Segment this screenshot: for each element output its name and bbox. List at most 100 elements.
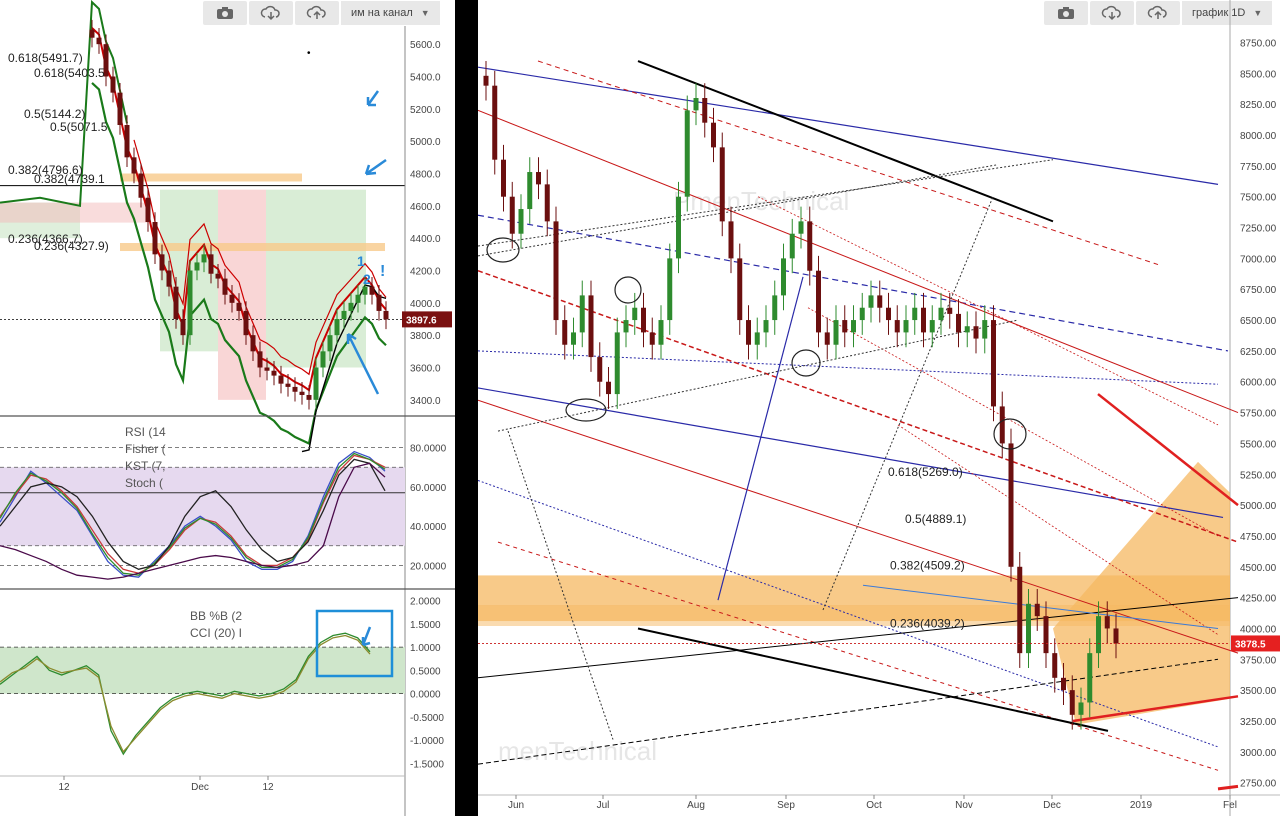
channel-line — [478, 66, 1219, 185]
y-tick-label: 5600.0 — [410, 40, 441, 51]
candle-body — [166, 270, 172, 287]
trend-line — [1072, 695, 1239, 723]
candle-body — [877, 295, 883, 308]
y-tick-label: 5750.00 — [1240, 409, 1277, 420]
channel-line — [478, 387, 1224, 519]
y-tick-label: 5400.0 — [410, 73, 441, 84]
oscillator-band — [0, 467, 405, 546]
y-tick-label: 8250.00 — [1240, 100, 1277, 111]
candle-body — [1034, 603, 1040, 617]
cloud-upload-button[interactable] — [295, 1, 339, 25]
candle-body — [929, 320, 935, 333]
trend-line — [478, 159, 1054, 247]
y-tick-label: 6000.00 — [1240, 378, 1277, 389]
candle-body — [999, 406, 1005, 444]
trend-line — [478, 109, 1239, 414]
candle-body — [306, 394, 312, 400]
candle-body — [483, 75, 489, 86]
candle-body — [719, 147, 725, 222]
candle-body — [222, 278, 228, 295]
candle-body — [763, 320, 769, 333]
candle-body — [173, 286, 179, 319]
candle-body — [341, 310, 347, 319]
x-tick-label: Jul — [597, 800, 610, 811]
candle-body — [194, 262, 200, 271]
candle-body — [711, 122, 716, 148]
price-badge-label: 3878.5 — [1235, 639, 1266, 650]
right-timeframe-select[interactable]: график 1D ▼ — [1182, 1, 1273, 25]
arrow-icon — [364, 158, 387, 176]
x-tick-label: Sep — [777, 800, 795, 811]
candle-body — [292, 386, 298, 392]
candle-body — [1104, 616, 1110, 629]
candle-body — [1017, 566, 1023, 654]
bb-label: CCI (20) I — [190, 626, 242, 640]
channel-line — [478, 214, 1229, 352]
y-tick-label: 5000.0 — [410, 137, 441, 148]
fib-label: 0.236(4366.7) — [8, 232, 83, 246]
y-tick-label: 5500.00 — [1240, 439, 1277, 450]
cloud-upload-button[interactable] — [1136, 1, 1180, 25]
candle-body — [492, 85, 498, 160]
candle-body — [947, 307, 953, 314]
y-tick-label: 1.0000 — [410, 643, 441, 654]
candle-body — [152, 222, 158, 255]
fib-label: 0.618(5403.5 — [34, 66, 105, 80]
chevron-down-icon: ▼ — [1253, 8, 1263, 18]
y-tick-label: 1.5000 — [410, 620, 441, 631]
candle-body — [921, 307, 926, 333]
candle-body — [103, 44, 109, 77]
candle-body — [903, 320, 909, 333]
camera-icon — [217, 7, 233, 19]
arrow-icon — [366, 90, 380, 107]
candle-body — [737, 258, 743, 321]
candle-body — [956, 313, 961, 333]
candle-body — [702, 98, 708, 123]
candle-body — [1026, 603, 1031, 654]
right-select-label: график 1D — [1192, 7, 1246, 19]
candle-body — [201, 254, 207, 263]
price-badge-label: 3897.6 — [406, 315, 437, 326]
candle-body — [868, 295, 874, 308]
marker-dot: • — [307, 48, 311, 59]
y-tick-label: 5000.00 — [1240, 501, 1277, 512]
oscillator-series — [0, 452, 386, 576]
highlight-circle — [486, 237, 520, 263]
candle-body — [894, 320, 900, 333]
candle-body — [1008, 443, 1014, 567]
candle-body — [562, 320, 568, 345]
x-tick-label: Oct — [866, 800, 882, 811]
bb-band — [0, 647, 405, 694]
cloud-download-icon — [260, 5, 280, 21]
bb-series — [0, 632, 371, 756]
y-tick-label: 4750.00 — [1240, 532, 1277, 543]
cloud-download-button[interactable] — [1090, 1, 1134, 25]
y-tick-label: 4000.0 — [410, 299, 441, 310]
fib-label: 0.5(4889.1) — [905, 512, 966, 526]
candle-body — [110, 76, 116, 93]
candle-body — [772, 295, 778, 321]
candle-body — [208, 254, 214, 274]
y-tick-label: 60.0000 — [410, 483, 447, 494]
snapshot-button[interactable] — [203, 1, 247, 25]
y-tick-label: 7000.00 — [1240, 254, 1277, 265]
fib-label: 0.382(4739.1 — [34, 172, 105, 186]
trend-line — [1217, 784, 1239, 791]
highlight-box — [315, 609, 394, 678]
y-tick-label: 3600.0 — [410, 364, 441, 375]
oscillator-series — [0, 458, 386, 570]
left-channel-select[interactable]: им на канал ▼ — [341, 1, 440, 25]
candle-body — [1043, 616, 1049, 654]
candle-body — [536, 172, 541, 185]
trend-line — [478, 270, 1239, 543]
y-tick-label: 3500.00 — [1240, 686, 1277, 697]
y-tick-label: 40.0000 — [410, 522, 447, 533]
y-tick-label: 4500.00 — [1240, 563, 1277, 574]
snapshot-button[interactable] — [1044, 1, 1088, 25]
cloud-download-button[interactable] — [249, 1, 293, 25]
cloud-upload-icon — [1147, 5, 1167, 19]
trend-line — [757, 196, 1219, 426]
x-tick-label: Dec — [191, 782, 209, 793]
panel-divider — [455, 0, 478, 816]
candle-body — [278, 375, 284, 384]
